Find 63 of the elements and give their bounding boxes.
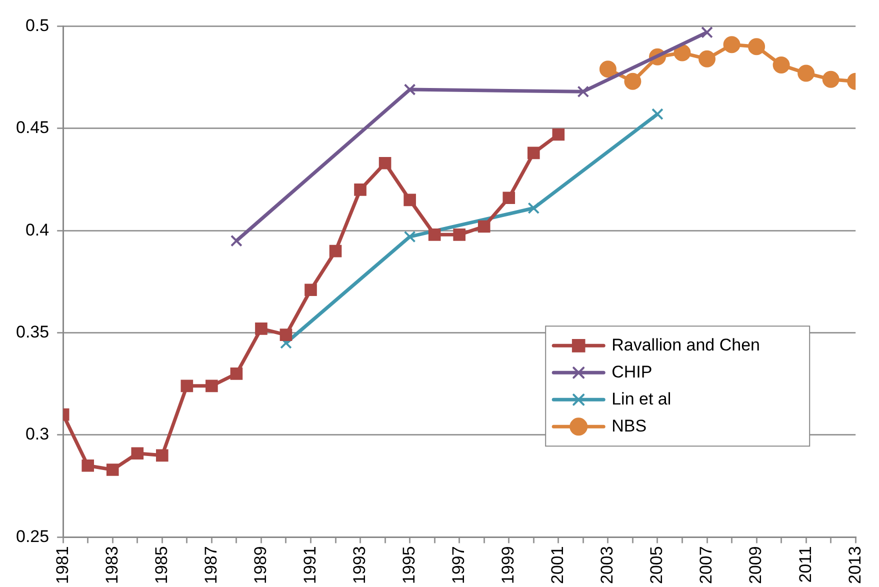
point xyxy=(822,70,840,88)
point xyxy=(723,36,740,54)
x-tick-label: 1993 xyxy=(350,546,369,584)
point xyxy=(772,56,790,74)
point xyxy=(106,464,119,476)
legend-label: Ravallion and Chen xyxy=(612,335,760,354)
point xyxy=(82,459,94,472)
point xyxy=(378,156,392,170)
point xyxy=(428,228,441,241)
x-tick-label: 2003 xyxy=(598,546,617,584)
point xyxy=(230,234,242,247)
x-tick-label: 2011 xyxy=(796,546,815,583)
x-tick-label: 2001 xyxy=(548,546,568,584)
point xyxy=(798,64,815,82)
point xyxy=(404,84,416,96)
point xyxy=(652,108,664,120)
point xyxy=(453,228,466,241)
x-tick-label: 1985 xyxy=(152,546,171,584)
y-tick-label: 0.45 xyxy=(16,118,50,138)
y-tick-label: 0.25 xyxy=(16,526,50,546)
point xyxy=(180,380,194,392)
legend-label: NBS xyxy=(612,416,647,436)
point xyxy=(674,44,691,62)
point xyxy=(552,128,565,141)
y-tick-label: 0.3 xyxy=(25,424,50,444)
legend-label: Lin et al xyxy=(612,389,672,408)
x-tick-label: 1991 xyxy=(300,546,320,584)
point xyxy=(698,50,716,68)
y-tick-label: 0.4 xyxy=(25,220,50,240)
legend-label: CHIP xyxy=(612,362,652,382)
x-tick-label: 1987 xyxy=(201,546,220,584)
point xyxy=(304,284,317,296)
x-tick-label: 1989 xyxy=(250,546,270,584)
point xyxy=(502,192,516,204)
y-tick-label: 0.35 xyxy=(16,322,50,342)
point xyxy=(230,368,243,380)
point xyxy=(329,244,342,258)
point xyxy=(577,86,590,98)
x-tick-label: 2009 xyxy=(746,546,766,584)
y-tick-label: 0.5 xyxy=(25,16,50,35)
point xyxy=(404,230,416,243)
point xyxy=(280,328,292,341)
x-tick-label: 1999 xyxy=(498,546,518,584)
point xyxy=(156,449,168,462)
point xyxy=(478,220,490,233)
x-tick-label: 1981 xyxy=(52,546,72,584)
point xyxy=(528,202,540,214)
point xyxy=(206,380,218,392)
point xyxy=(701,26,713,38)
point xyxy=(255,322,268,335)
point xyxy=(599,60,616,78)
point xyxy=(527,146,540,160)
point xyxy=(131,447,144,460)
x-tick-label: 2005 xyxy=(647,546,666,584)
x-tick-label: 1995 xyxy=(400,546,418,584)
x-tick-label: 1983 xyxy=(102,546,122,584)
x-tick-label: 2013 xyxy=(845,546,864,584)
point xyxy=(404,194,416,206)
x-tick-label: 2007 xyxy=(696,546,716,584)
point xyxy=(624,72,642,90)
x-tick-label: 1997 xyxy=(449,546,468,584)
point xyxy=(748,38,766,56)
point xyxy=(354,184,366,196)
